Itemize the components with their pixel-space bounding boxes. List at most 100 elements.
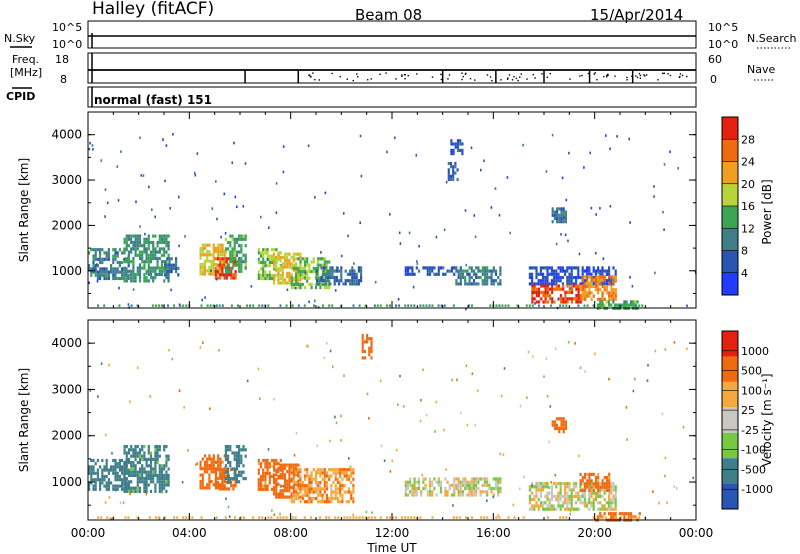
velocity-cell [134, 445, 137, 449]
power-ground-cell [157, 304, 160, 307]
power-cell [259, 251, 263, 255]
power-cell [262, 270, 265, 274]
velocity-cell [299, 495, 302, 499]
velocity-cell [417, 483, 421, 487]
power-scatter-cell [139, 225, 141, 228]
power-cell [223, 260, 226, 264]
power-cell [147, 253, 150, 257]
velocity-cell [444, 477, 447, 481]
velocity-cell [208, 467, 211, 471]
power-cell [466, 282, 469, 286]
velocity-heatmap [88, 333, 697, 522]
velocity-cell [136, 451, 139, 455]
velocity-cell [586, 482, 589, 486]
velocity-cell [99, 478, 102, 482]
velocity-cell [127, 473, 131, 477]
power-cell [210, 266, 213, 270]
velocity-cell [160, 473, 164, 477]
power-cell [167, 276, 170, 280]
power-cell [283, 278, 287, 282]
velocity-scatter-cell [395, 448, 398, 452]
power-cell [535, 269, 538, 273]
power-cell [555, 284, 558, 288]
velocity-cell [238, 457, 241, 461]
power-cell [561, 282, 564, 286]
power-cell [566, 266, 569, 270]
velocity-cell [594, 482, 598, 486]
power-cell [314, 286, 318, 290]
nave-dot [526, 78, 528, 80]
velocity-cell [558, 430, 561, 434]
power-cell [277, 281, 280, 285]
velocity-scatter-cell [202, 341, 204, 345]
velocity-cell [422, 480, 425, 484]
velocity-cell [583, 501, 586, 505]
nave-dot [314, 78, 316, 81]
power-cell [575, 300, 578, 304]
power-cell [577, 266, 580, 270]
velocity-cell [299, 500, 302, 504]
power-cell [112, 273, 115, 277]
velocity-cell [413, 493, 416, 497]
power-ground-cell [592, 304, 595, 307]
nave-dot [507, 77, 509, 79]
power-cell [490, 279, 493, 283]
power-cell [553, 279, 556, 283]
velocity-cell [272, 492, 276, 496]
power-cell [603, 303, 606, 307]
power-cell [210, 262, 213, 266]
power-ground-cell [620, 304, 622, 307]
power-cell [103, 273, 106, 277]
velocity-cell [208, 483, 211, 487]
power-cell [229, 234, 232, 238]
velocity-cell [546, 507, 549, 511]
power-cell [112, 257, 115, 261]
power-scatter-cell [295, 286, 297, 290]
power-cell [114, 254, 117, 258]
velocity-cell [288, 495, 291, 499]
power-cell [555, 272, 558, 276]
power-cell [588, 291, 591, 295]
power-cell [325, 286, 329, 290]
nave-dot [462, 75, 464, 78]
velocity-cell [259, 462, 263, 466]
power-cell [96, 270, 99, 274]
power-cell [107, 254, 110, 258]
power-cell [562, 284, 565, 288]
velocity-cell [281, 489, 284, 493]
velocity-cell [557, 504, 560, 508]
power-cell [163, 269, 166, 273]
velocity-cell [225, 480, 228, 485]
velocity-cell [610, 501, 613, 505]
power-cell [349, 269, 352, 273]
velocity-cell [470, 480, 473, 484]
velocity-cell [262, 471, 265, 475]
power-cell [221, 263, 224, 267]
power-cbar-tick-label: 20 [741, 178, 755, 191]
power-cell [132, 266, 135, 270]
power-cell [456, 145, 460, 149]
power-ground-cell [328, 304, 331, 307]
velocity-ground-cell [309, 516, 312, 519]
velocity-cell [141, 448, 144, 452]
power-cell [533, 297, 536, 301]
power-scatter-cell [88, 281, 90, 285]
power-cell [167, 247, 170, 251]
power-cell [494, 279, 498, 283]
power-cell [540, 284, 543, 288]
velocity-cell [638, 512, 641, 516]
velocity-cell [610, 515, 613, 519]
power-scatter-cell [416, 260, 418, 263]
velocity-cell [234, 480, 237, 485]
velocity-cell [566, 498, 569, 502]
power-scatter-cell [399, 242, 402, 245]
velocity-cell [550, 485, 553, 489]
velocity-cell [163, 464, 166, 468]
power-scatter-cell [118, 286, 120, 290]
velocity-cell [132, 461, 135, 465]
nave-dot [339, 75, 341, 78]
freq-label-line1: Freq. [12, 53, 39, 66]
power-cell [199, 266, 202, 270]
power-cell [145, 247, 148, 251]
velocity-cell [553, 482, 556, 486]
